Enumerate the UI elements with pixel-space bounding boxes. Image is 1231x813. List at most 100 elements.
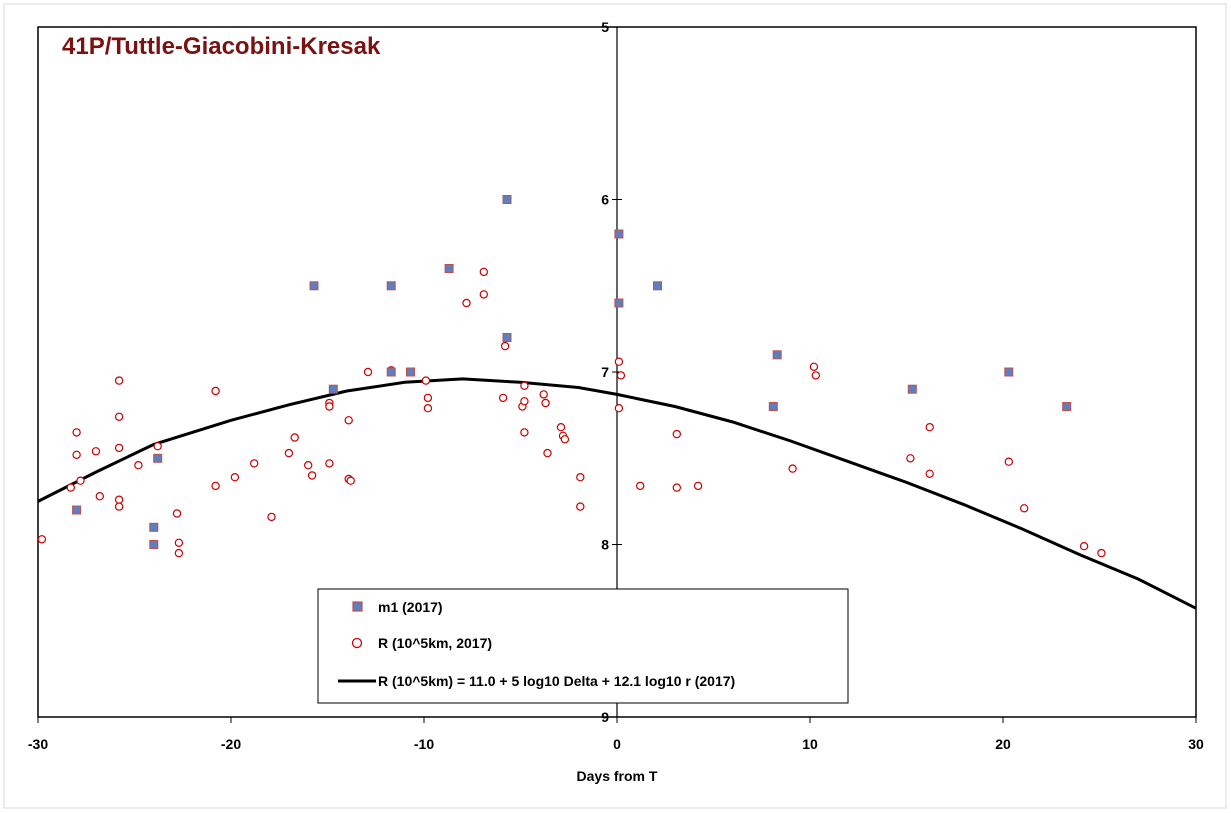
data-point-r xyxy=(174,538,184,548)
data-point-m1 xyxy=(309,281,319,291)
data-point-r xyxy=(421,376,431,385)
data-point-r xyxy=(672,483,682,492)
data-point-r xyxy=(576,473,585,482)
data-point-r xyxy=(290,433,299,442)
legend-label-r: R (10^5km, 2017) xyxy=(378,635,492,651)
data-point-r xyxy=(1004,457,1014,466)
data-point-r xyxy=(230,473,240,482)
data-point-r xyxy=(211,386,220,396)
y-tick-label: 9 xyxy=(601,709,609,725)
data-point-r xyxy=(906,454,915,463)
data-point-r xyxy=(614,404,624,413)
data-point-m1 xyxy=(772,350,782,360)
data-point-r xyxy=(556,423,566,432)
data-point-r xyxy=(636,481,645,491)
legend-marker-m1 xyxy=(352,601,363,612)
data-point-r xyxy=(91,447,101,456)
data-point-m1 xyxy=(328,384,338,394)
data-point-r xyxy=(423,404,433,413)
data-point-m1 xyxy=(653,281,662,291)
legend-label-model: R (10^5km) = 11.0 + 5 log10 Delta + 12.1… xyxy=(378,673,735,689)
data-point-r xyxy=(72,428,81,437)
series-r-points xyxy=(37,267,1106,558)
data-point-r xyxy=(304,461,313,470)
data-point-r xyxy=(363,367,373,377)
data-point-r xyxy=(114,495,124,504)
data-point-m1 xyxy=(386,367,396,377)
x-tick-label: 10 xyxy=(802,736,818,752)
data-point-r xyxy=(37,535,47,544)
data-point-m1 xyxy=(72,505,82,515)
data-point-r xyxy=(325,402,334,411)
data-point-r xyxy=(925,423,934,432)
data-point-r xyxy=(479,267,488,277)
data-point-r xyxy=(788,464,797,473)
data-point-r xyxy=(520,397,529,406)
legend-label-m1: m1 (2017) xyxy=(378,599,443,615)
data-point-r xyxy=(809,362,819,371)
data-point-r xyxy=(325,459,334,468)
data-point-r xyxy=(114,412,124,421)
data-point-r xyxy=(174,548,184,558)
data-point-r xyxy=(462,298,471,308)
x-axis-label: Days from T xyxy=(577,768,658,784)
x-tick-label: -30 xyxy=(28,736,48,752)
legend-marker-r xyxy=(351,637,363,649)
data-point-r xyxy=(479,290,488,299)
x-tick-label: 30 xyxy=(1188,736,1204,752)
data-point-r xyxy=(153,442,162,451)
data-point-r xyxy=(672,429,682,439)
data-point-m1 xyxy=(1004,367,1014,377)
data-point-r xyxy=(1079,542,1089,551)
data-point-r xyxy=(114,443,124,453)
x-tick-label: -10 xyxy=(414,736,434,752)
chart-title: 41P/Tuttle-Giacobini-Kresak xyxy=(62,33,381,60)
data-point-r xyxy=(211,481,220,491)
data-point-r xyxy=(520,381,529,390)
data-point-m1 xyxy=(502,333,512,342)
x-tick-label: -20 xyxy=(221,736,241,752)
x-axis-ticks: -30 -20 -10 0 10 20 30 xyxy=(28,717,1204,752)
data-point-m1 xyxy=(444,264,454,273)
data-point-r xyxy=(346,476,355,485)
y-tick-label: 7 xyxy=(601,364,609,380)
x-tick-label: 20 xyxy=(995,736,1011,752)
data-point-r xyxy=(114,376,124,385)
data-point-r xyxy=(249,459,259,468)
data-point-r xyxy=(172,509,182,518)
data-point-m1 xyxy=(149,540,159,549)
y-tick-label: 8 xyxy=(601,537,609,553)
data-point-r xyxy=(925,469,934,478)
data-point-r xyxy=(543,448,552,458)
data-point-r xyxy=(539,390,548,399)
data-point-r xyxy=(576,502,585,511)
data-point-r xyxy=(498,393,508,403)
data-point-r xyxy=(344,416,353,425)
legend: m1 (2017) R (10^5km, 2017) R (10^5km) = … xyxy=(317,588,849,704)
data-point-m1 xyxy=(1062,402,1072,411)
data-point-r xyxy=(423,393,433,403)
data-point-r xyxy=(1019,504,1029,513)
data-point-m1 xyxy=(614,298,624,308)
data-point-r xyxy=(66,483,76,492)
series-model-line xyxy=(37,377,1197,610)
data-point-m1 xyxy=(386,281,396,291)
data-point-r xyxy=(1097,548,1106,558)
data-point-m1 xyxy=(614,229,624,239)
data-point-r xyxy=(614,357,624,366)
data-point-r xyxy=(134,461,143,470)
data-point-m1 xyxy=(907,384,917,394)
data-point-r xyxy=(811,371,821,380)
data-point-r xyxy=(616,371,626,380)
data-point-r xyxy=(520,428,529,437)
y-tick-label: 6 xyxy=(601,192,609,208)
data-point-r xyxy=(267,512,276,522)
data-point-r xyxy=(500,341,510,351)
y-tick-label: 5 xyxy=(601,19,609,35)
data-point-m1 xyxy=(768,402,778,411)
data-point-r xyxy=(72,450,81,459)
data-point-r xyxy=(114,502,124,511)
data-point-r xyxy=(284,448,294,458)
x-tick-label: 0 xyxy=(613,736,621,752)
data-point-m1 xyxy=(502,195,512,204)
